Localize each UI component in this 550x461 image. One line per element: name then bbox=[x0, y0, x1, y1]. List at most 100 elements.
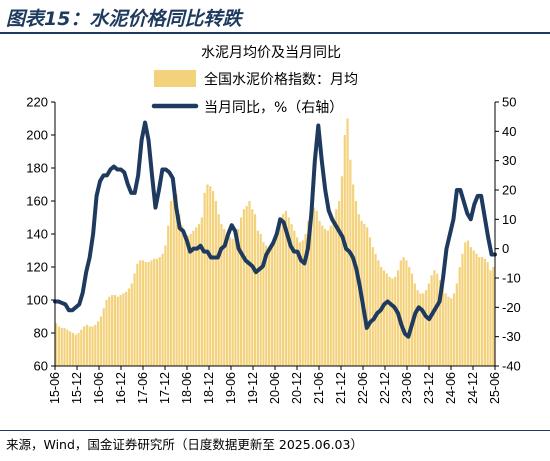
bar bbox=[466, 240, 470, 366]
left-tick-label: 160 bbox=[26, 194, 48, 209]
bar bbox=[433, 270, 436, 366]
right-tick-label: -30 bbox=[502, 329, 521, 344]
bar bbox=[394, 276, 397, 366]
bar bbox=[217, 214, 220, 366]
bar bbox=[382, 270, 386, 366]
bar bbox=[71, 333, 75, 366]
bar bbox=[298, 242, 302, 366]
bar bbox=[402, 257, 405, 366]
bar bbox=[63, 328, 66, 366]
bar bbox=[265, 245, 268, 366]
bar bbox=[113, 295, 117, 366]
bar bbox=[183, 234, 187, 366]
x-tick-label: 19-06 bbox=[224, 372, 238, 404]
bar bbox=[189, 234, 192, 366]
bar bbox=[161, 253, 164, 366]
bar bbox=[458, 267, 461, 366]
bar bbox=[430, 275, 433, 366]
bar bbox=[405, 260, 408, 366]
bar bbox=[444, 293, 447, 366]
bar bbox=[94, 324, 97, 366]
bar bbox=[164, 245, 167, 366]
bar bbox=[441, 286, 444, 366]
bar bbox=[374, 253, 377, 366]
bar bbox=[175, 194, 178, 366]
bar bbox=[385, 273, 388, 366]
bar bbox=[153, 258, 156, 366]
source-note: 来源，Wind，国金证券研究所（日度数据更新至 2025.06.03） bbox=[6, 437, 363, 452]
bar bbox=[237, 229, 240, 366]
right-tick-label: 40 bbox=[502, 124, 516, 139]
right-tick-label: -10 bbox=[502, 271, 521, 286]
bar bbox=[452, 293, 456, 366]
yoy-line bbox=[53, 120, 497, 339]
legend-bar-label: 全国水泥价格指数：月均 bbox=[204, 71, 358, 88]
title-underline bbox=[0, 32, 550, 34]
bar bbox=[276, 227, 279, 366]
x-tick-label: 18-12 bbox=[202, 372, 216, 404]
right-tick-label: 30 bbox=[502, 153, 516, 168]
bar bbox=[371, 247, 374, 366]
bar bbox=[108, 296, 111, 366]
bar bbox=[139, 260, 142, 366]
bar bbox=[200, 217, 203, 366]
bar bbox=[259, 234, 262, 366]
right-tick-label: -20 bbox=[502, 300, 521, 315]
bar bbox=[211, 191, 215, 366]
x-tick-label: 21-06 bbox=[312, 372, 326, 404]
bar bbox=[223, 229, 226, 366]
bar bbox=[97, 321, 100, 366]
bar bbox=[83, 326, 86, 366]
bar bbox=[284, 210, 287, 366]
left-tick-label: 60 bbox=[34, 359, 48, 374]
bar bbox=[125, 291, 128, 366]
bar bbox=[239, 217, 243, 366]
left-tick-label: 220 bbox=[26, 95, 48, 110]
x-tick-label: 24-06 bbox=[444, 372, 458, 404]
bar bbox=[251, 209, 254, 366]
bar bbox=[88, 326, 91, 366]
bar bbox=[461, 253, 464, 366]
bar bbox=[141, 260, 145, 366]
bar bbox=[133, 273, 136, 366]
bar bbox=[66, 329, 69, 366]
chart: 水泥月均价及当月同比 全国水泥价格指数：月均 当月同比，%（右轴） 60 80 10… bbox=[26, 45, 521, 404]
footer-rule bbox=[0, 430, 550, 431]
bar bbox=[312, 207, 316, 366]
bar bbox=[206, 184, 209, 366]
bar bbox=[338, 201, 341, 366]
bar bbox=[214, 201, 217, 366]
bar bbox=[55, 323, 58, 366]
bar bbox=[422, 293, 425, 366]
x-tick-label: 20-06 bbox=[268, 372, 282, 404]
bar bbox=[492, 267, 495, 366]
bar bbox=[464, 242, 467, 366]
bar bbox=[282, 214, 285, 366]
bar bbox=[158, 257, 161, 366]
bar bbox=[472, 250, 475, 366]
bar bbox=[203, 192, 206, 366]
right-axis-ticks: -40 -30 -20 -10 0 10 20 30 40 50 bbox=[495, 95, 521, 374]
bar bbox=[130, 283, 133, 366]
bar bbox=[324, 229, 327, 366]
bar bbox=[486, 262, 489, 366]
bar bbox=[144, 262, 147, 366]
x-tick-label: 18-06 bbox=[180, 372, 194, 404]
bar bbox=[119, 295, 122, 366]
bar bbox=[391, 278, 394, 366]
bar bbox=[315, 210, 318, 366]
bar bbox=[352, 184, 355, 366]
bar bbox=[366, 227, 369, 366]
bar bbox=[368, 237, 372, 366]
bar bbox=[388, 276, 391, 366]
x-tick-label: 15-06 bbox=[48, 372, 62, 404]
bar bbox=[102, 308, 105, 366]
bar bbox=[91, 326, 94, 366]
bar bbox=[436, 273, 439, 366]
bar bbox=[380, 267, 383, 366]
x-tick-label: 17-12 bbox=[158, 372, 172, 404]
x-axis-ticks: 15-06 15-12 16-06 16-12 17-06 17-12 18-06 18-12… bbox=[48, 366, 502, 404]
bar bbox=[438, 280, 442, 366]
x-tick-label: 21-12 bbox=[334, 372, 348, 404]
right-tick-label: 50 bbox=[502, 95, 516, 110]
